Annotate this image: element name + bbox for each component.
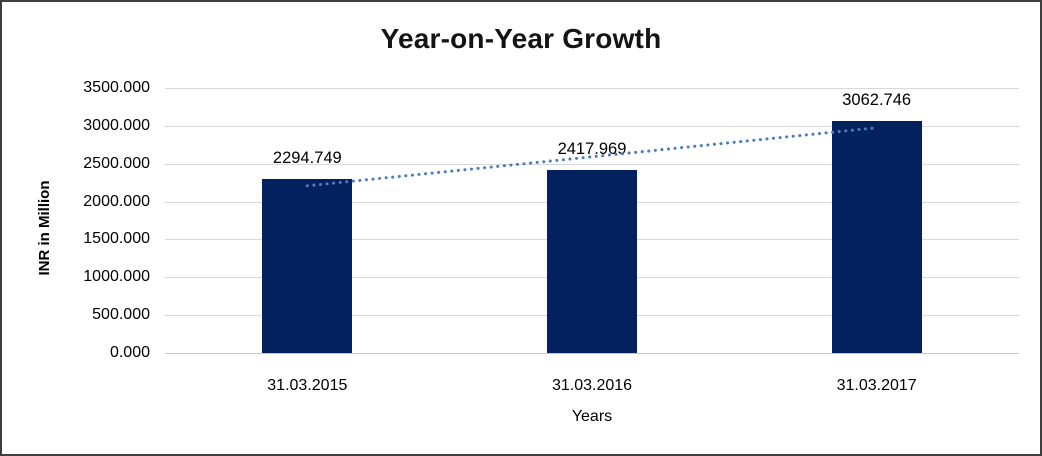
plot-area: 2294.749 2417.969 3062.746 [165,88,1019,354]
y-tick-label: 3000.000 [83,116,150,134]
x-tick-label: 31.03.2017 [836,377,917,394]
gridline [165,353,1019,354]
y-tick-label: 1500.000 [83,230,150,248]
bar-31.03.2017[interactable] [831,121,922,353]
x-axis-title: Years [571,408,613,425]
bar-31.03.2016[interactable] [547,169,637,353]
gridline [165,88,1019,89]
y-tick-label: 3500.000 [83,79,150,96]
y-tick-label: 1000.000 [83,268,150,286]
y-tick-label: 2000.000 [83,192,150,210]
bar-value-label: 2294.749 [272,149,342,168]
y-tick-label: 2500.000 [83,154,150,172]
y-tick-label: 0.000 [109,344,150,361]
y-tick-label: 500.000 [92,306,150,324]
gridline [165,163,1019,165]
y-axis-tick-labels: 3500.000 3000.000 2500.000 2000.000 1500.000… [2,79,150,361]
x-tick-label: 31.03.2016 [551,377,633,394]
x-tick-label: 31.03.2015 [267,377,348,394]
trendline[interactable] [305,126,879,188]
gridline [165,125,1019,127]
bar-31.03.2015[interactable] [262,179,353,353]
bar-value-label: 3062.746 [842,91,912,110]
x-axis-tick-labels: 31.03.2015 31.03.2016 31.03.2017 [165,375,1019,397]
chart-title: Year-on-Year Growth [380,23,662,54]
bar-value-label: 2417.969 [557,139,627,158]
